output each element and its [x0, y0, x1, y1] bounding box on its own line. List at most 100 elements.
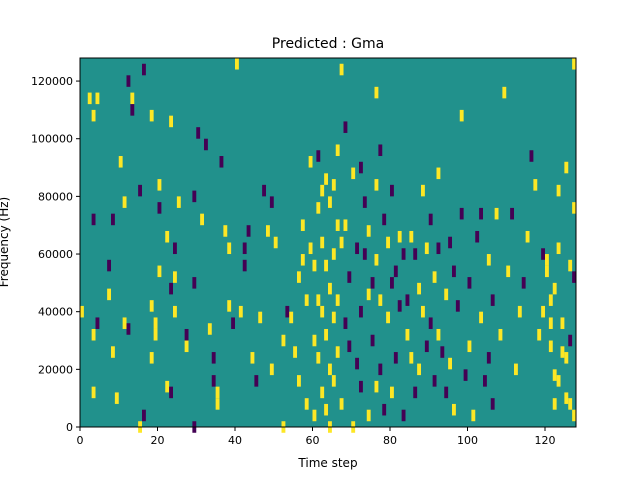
heatmap-cell	[114, 392, 119, 404]
heatmap-cell	[421, 305, 425, 318]
heatmap-cell	[293, 346, 298, 358]
x-tick-label: 0	[77, 434, 84, 447]
heatmap-cell	[91, 109, 96, 122]
heatmap-cell	[490, 398, 495, 410]
y-axis: 0 20000 40000 60000 80000 100000 120000	[31, 75, 80, 434]
heatmap-cell	[564, 352, 569, 364]
heatmap-cell	[424, 340, 429, 353]
heatmap-cell	[173, 271, 177, 283]
heatmap-cell	[568, 259, 573, 272]
heatmap-cell	[266, 225, 270, 237]
heatmap-cell	[324, 259, 329, 272]
heatmap-cell	[382, 403, 387, 416]
heatmap-cell	[130, 104, 135, 116]
heatmap-cell	[374, 179, 379, 191]
heatmap-cell	[111, 213, 115, 226]
heatmap-cell	[211, 352, 216, 364]
heatmap-cell	[246, 225, 251, 237]
heatmap-cell	[486, 254, 491, 266]
heatmap-cell	[552, 369, 557, 381]
heatmap-cell	[169, 282, 174, 295]
heatmap-cell	[517, 305, 522, 318]
heatmap-cell	[541, 248, 546, 260]
x-tick-label: 20	[151, 434, 165, 447]
heatmap-cell	[467, 340, 472, 353]
heatmap-cell	[242, 242, 247, 255]
heatmap-cell	[324, 173, 329, 185]
heatmap-cell	[436, 167, 441, 180]
heatmap-cell	[548, 317, 553, 329]
heatmap-cell	[374, 86, 379, 99]
heatmap-cell	[514, 363, 518, 376]
heatmap-cell	[572, 202, 577, 214]
heatmap-cell	[401, 409, 406, 422]
x-tick-label: 40	[228, 434, 242, 447]
heatmap-cell	[215, 398, 220, 410]
heatmap-cell	[173, 305, 177, 318]
heatmap-cell	[122, 196, 127, 208]
heatmap-cell	[479, 207, 484, 220]
heatmap-cell	[397, 300, 402, 312]
heatmap-cell	[556, 375, 561, 387]
plot-frame	[79, 57, 577, 428]
heatmap-cell	[370, 334, 375, 347]
heatmap-cell	[386, 236, 391, 249]
heatmap-cell	[335, 144, 340, 157]
heatmap-cell	[169, 115, 174, 128]
heatmap-cell	[138, 184, 143, 197]
heatmap-cell	[572, 58, 577, 70]
y-tick-label: 80000	[38, 190, 73, 203]
y-tick-label: 20000	[38, 363, 73, 376]
heatmap-cell	[95, 317, 100, 329]
heatmap-cell	[269, 363, 274, 376]
heatmap-cell	[142, 409, 146, 422]
heatmap-cell	[552, 282, 557, 295]
heatmap-cell	[331, 311, 336, 324]
heatmap-cell	[316, 150, 321, 162]
heatmap-cell	[362, 248, 367, 260]
y-tick-label: 100000	[31, 133, 73, 146]
heatmap-cell	[157, 179, 162, 191]
heatmap-cell	[308, 242, 313, 255]
heatmap-cell	[91, 328, 96, 341]
heatmap-cell	[545, 265, 549, 278]
heatmap-cell	[378, 294, 383, 306]
heatmap-cell	[359, 161, 363, 174]
heatmap-cell	[428, 213, 433, 226]
heatmap-cell	[219, 156, 224, 168]
heatmap-cell	[355, 242, 360, 255]
heatmap-cell	[87, 92, 92, 105]
heatmap-cell	[335, 219, 340, 231]
heatmap-cell	[432, 271, 437, 283]
chart-title: Predicted : Gma	[272, 36, 384, 52]
heatmap-cell	[541, 305, 546, 318]
heatmap-cell	[390, 386, 394, 399]
heatmap-cell	[169, 386, 174, 399]
heatmap-cell	[502, 86, 507, 99]
heatmap-cell	[176, 196, 181, 208]
heatmap-cell	[215, 386, 220, 399]
x-tick-label: 60	[306, 434, 320, 447]
heatmap-cell	[107, 259, 112, 272]
heatmap-cell	[107, 288, 112, 301]
heatmap-cell	[475, 230, 480, 243]
heatmap-cell	[560, 346, 565, 358]
heatmap-cell	[533, 179, 538, 191]
heatmap-cell	[556, 184, 561, 197]
heatmap-cell	[308, 156, 313, 168]
x-tick-label: 100	[457, 434, 478, 447]
heatmap-cell	[428, 317, 433, 329]
heatmap-cell	[351, 167, 356, 180]
heatmap-cell	[421, 184, 425, 197]
x-axis-label: Time step	[297, 456, 357, 470]
heatmap-cell	[370, 277, 375, 289]
heatmap-cell	[126, 75, 131, 87]
heatmap-cell	[343, 121, 348, 133]
heatmap-cell	[153, 317, 158, 329]
heatmap-cell	[347, 340, 352, 353]
heatmap-cell	[467, 277, 472, 289]
heatmap-cell	[320, 184, 325, 197]
heatmap-cell	[390, 277, 394, 289]
heatmap-cell	[184, 328, 189, 341]
heatmap-cell	[444, 386, 449, 399]
